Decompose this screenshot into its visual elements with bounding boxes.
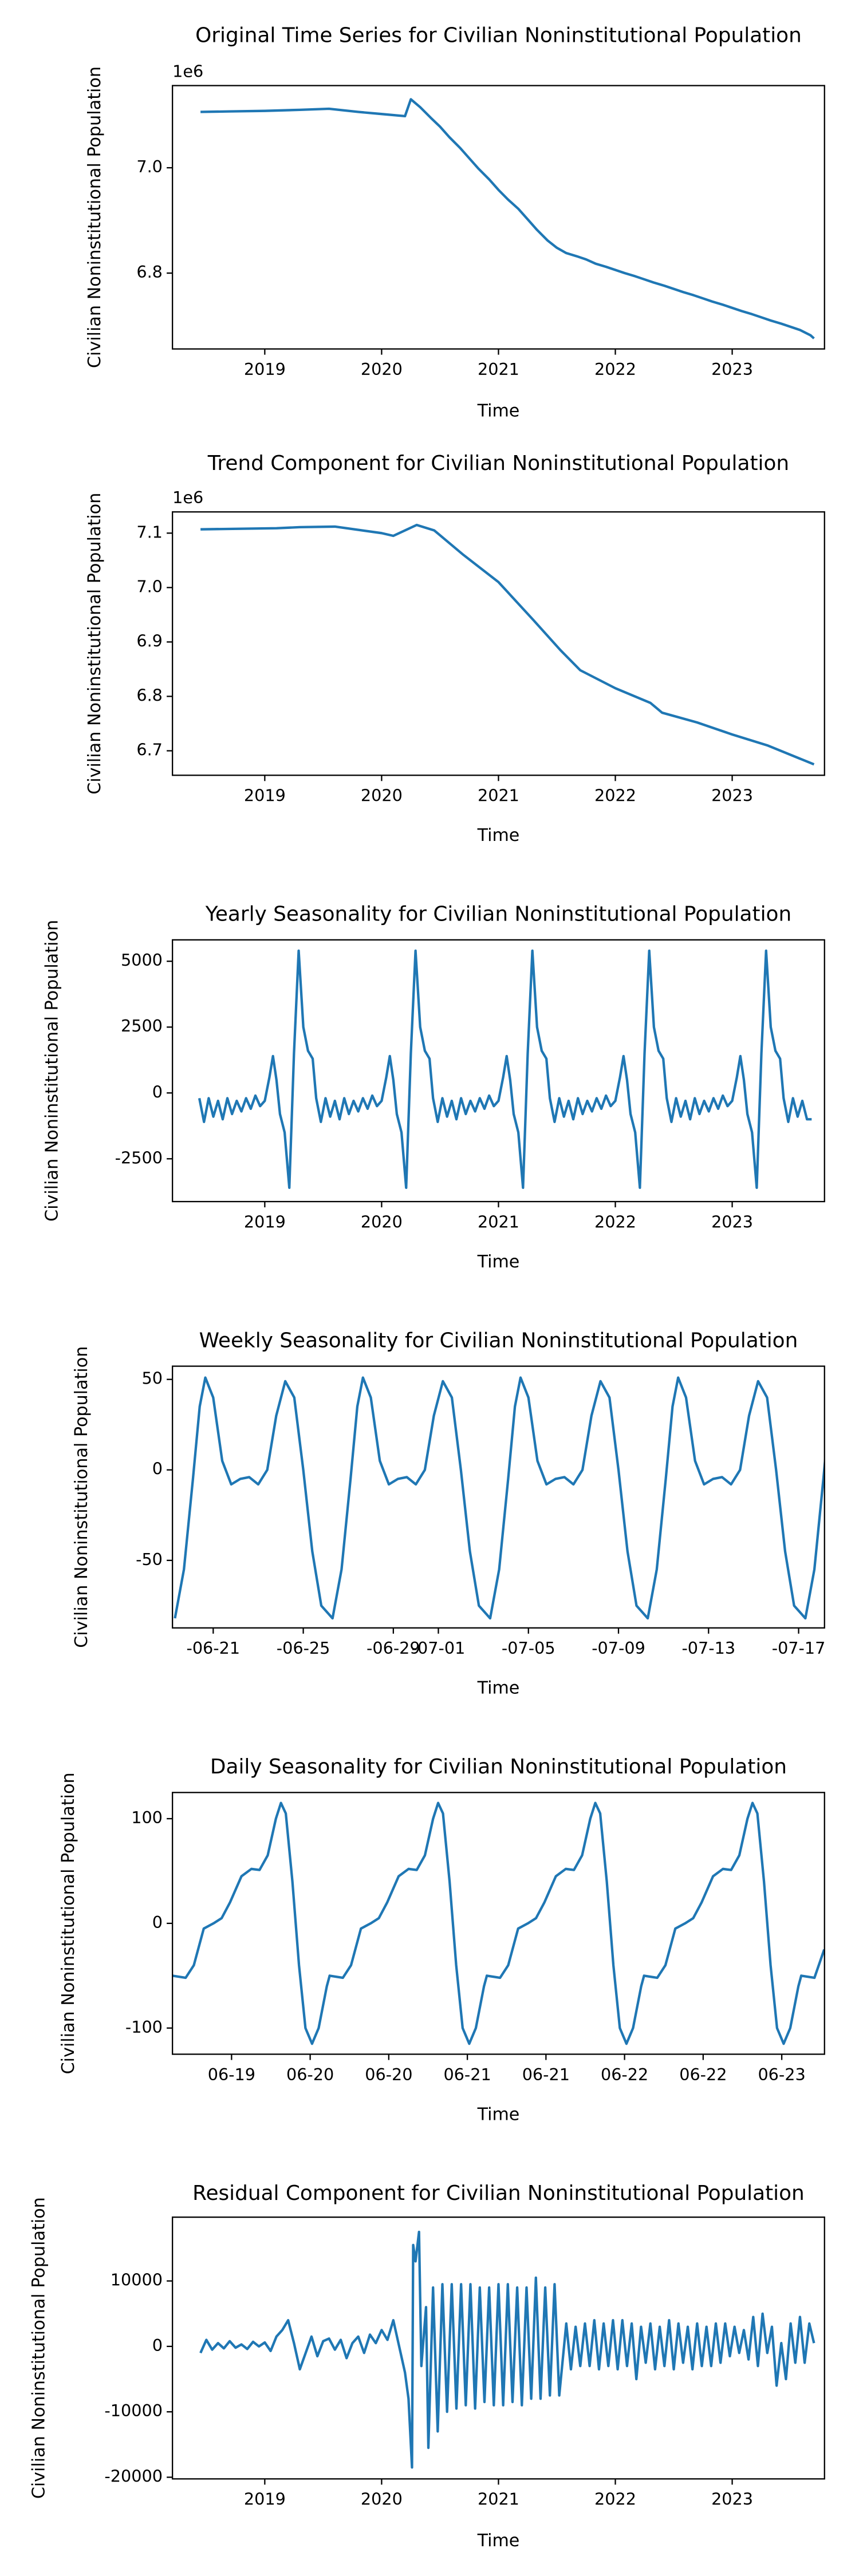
y-tick-label: 2500 <box>121 1016 163 1036</box>
data-line <box>199 2230 815 2469</box>
x-tick-label: -07-05 <box>502 1638 555 1658</box>
x-tick-label: 2021 <box>478 2490 519 2509</box>
x-tick-label: 2022 <box>594 2490 636 2509</box>
x-tick-label: 2023 <box>711 359 753 379</box>
y-tick-label: 0 <box>152 1913 163 1932</box>
y-tick-label: -10000 <box>104 2401 163 2420</box>
y-axis-label: Civilian Noninstitutional Population <box>58 1772 78 2074</box>
y-axis-label: Civilian Noninstitutional Population <box>29 2197 49 2499</box>
x-tick-label: 2022 <box>594 786 636 805</box>
axes-frame <box>172 2217 825 2480</box>
x-tick-label: 06-21 <box>522 2065 570 2084</box>
x-tick-label: 2022 <box>594 359 636 379</box>
y-tick-label: 6.9 <box>136 631 163 650</box>
x-tick-label: 2020 <box>361 786 403 805</box>
x-tick-label: 2023 <box>711 786 753 805</box>
data-line <box>200 523 815 766</box>
axes-frame <box>172 85 825 350</box>
x-tick-label: 06-21 <box>443 2065 491 2084</box>
x-tick-label: 06-22 <box>679 2065 727 2084</box>
data-line <box>200 98 815 339</box>
chart-title: Residual Component for Civilian Noninsti… <box>192 2182 805 2205</box>
y-tick-label: 0 <box>152 1082 163 1101</box>
x-tick-label: 2020 <box>361 359 403 379</box>
y-tick-label: -100 <box>125 2017 163 2037</box>
x-axis-label: Time <box>477 401 520 421</box>
y-tick-label: 6.8 <box>136 262 163 282</box>
x-tick-label: -06-25 <box>277 1638 330 1658</box>
x-tick-label: -06-21 <box>186 1638 240 1658</box>
x-tick-label: 2021 <box>478 786 519 805</box>
y-tick-label: 5000 <box>121 950 163 970</box>
x-axis-label: Time <box>477 2531 520 2551</box>
x-tick-label: 06-20 <box>286 2065 334 2084</box>
x-tick-label: 2019 <box>244 359 286 379</box>
x-axis-label: Time <box>477 1678 520 1698</box>
axes-frame <box>172 1365 825 1629</box>
x-tick-label: 06-23 <box>758 2065 805 2084</box>
x-axis-label: Time <box>477 825 520 846</box>
y-tick-label: 6.7 <box>136 740 163 760</box>
y-axis-label: Civilian Noninstitutional Population <box>85 66 105 368</box>
x-tick-label: 06-22 <box>601 2065 648 2084</box>
y-axis-label: Civilian Noninstitutional Population <box>42 920 62 1222</box>
y-axis-label: Civilian Noninstitutional Population <box>85 493 105 795</box>
data-line <box>198 949 812 1190</box>
y-tick-label: 50 <box>141 1369 162 1388</box>
y-tick-label: 0 <box>152 2336 163 2355</box>
x-tick-label: 2021 <box>478 1212 519 1231</box>
axes-frame <box>172 511 825 776</box>
x-tick-label: 06-20 <box>365 2065 412 2084</box>
x-tick-label: 2019 <box>244 786 286 805</box>
y-tick-label: -2500 <box>115 1148 163 1167</box>
data-line <box>172 1801 825 2045</box>
x-tick-label: 2019 <box>244 1212 286 1231</box>
x-tick-label: 06-19 <box>208 2065 255 2084</box>
chart-title: Weekly Seasonality for Civilian Noninsti… <box>199 1329 798 1352</box>
x-tick-label: 2021 <box>478 359 519 379</box>
x-tick-label: 2020 <box>361 1212 403 1231</box>
y-tick-label: -50 <box>136 1550 163 1569</box>
x-tick-label: 2023 <box>711 1212 753 1231</box>
axis-offset-text: 1e6 <box>172 61 203 81</box>
x-axis-label: Time <box>477 2104 520 2124</box>
chart-title: Yearly Seasonality for Civilian Noninsti… <box>205 903 791 926</box>
x-tick-label: -07-17 <box>772 1638 826 1658</box>
x-tick-label: 2019 <box>244 2490 286 2509</box>
axes-frame <box>172 1792 825 2055</box>
x-tick-label: -06-29 <box>367 1638 420 1658</box>
x-tick-label: -07-13 <box>681 1638 735 1658</box>
y-tick-label: 0 <box>152 1459 163 1479</box>
x-tick-label: -07-09 <box>592 1638 645 1658</box>
y-tick-label: 100 <box>131 1808 163 1827</box>
y-tick-label: -20000 <box>104 2466 163 2486</box>
x-tick-label: -07-01 <box>412 1638 466 1658</box>
axis-offset-text: 1e6 <box>172 488 203 507</box>
x-tick-label: 2023 <box>711 2490 753 2509</box>
chart-title: Daily Seasonality for Civilian Noninstit… <box>210 1755 787 1779</box>
x-tick-label: 2022 <box>594 1212 636 1231</box>
chart-title: Trend Component for Civilian Noninstitut… <box>207 452 789 475</box>
axes-frame <box>172 939 825 1203</box>
y-axis-label: Civilian Noninstitutional Population <box>72 1346 92 1648</box>
y-tick-label: 10000 <box>111 2270 163 2290</box>
y-tick-label: 7.0 <box>136 576 163 596</box>
y-tick-label: 7.1 <box>136 522 163 542</box>
y-tick-label: 7.0 <box>136 157 163 176</box>
x-tick-label: 2020 <box>361 2490 403 2509</box>
data-line <box>174 1376 825 1620</box>
x-axis-label: Time <box>477 1252 520 1272</box>
chart-title: Original Time Series for Civilian Nonins… <box>195 23 802 47</box>
y-tick-label: 6.8 <box>136 685 163 705</box>
